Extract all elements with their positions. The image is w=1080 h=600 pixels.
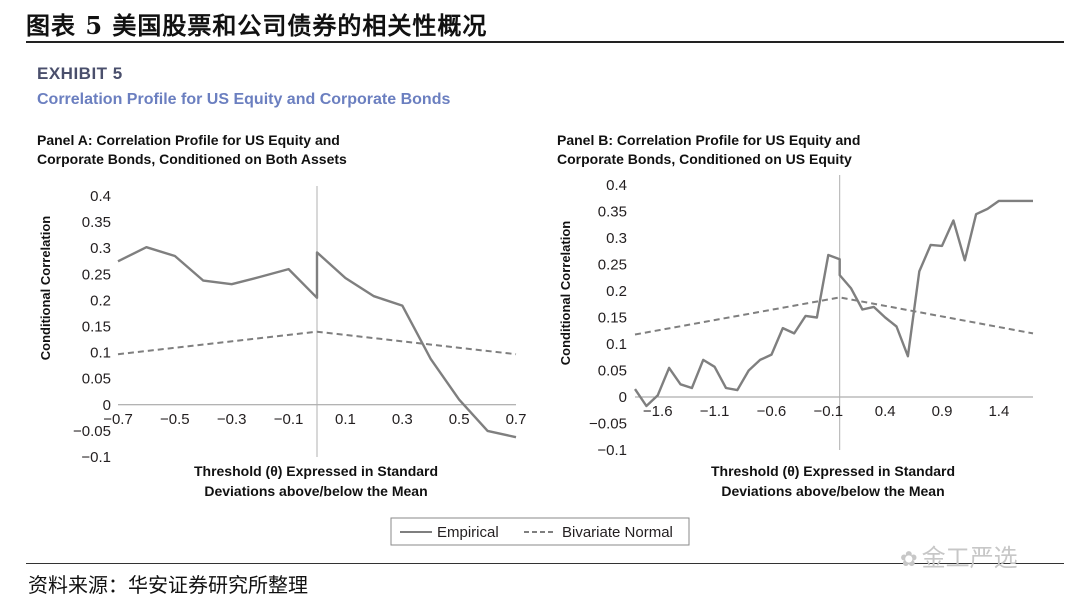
panel-b-series-empirical: [634, 199, 1033, 408]
panel-a-ytick-label: −0.1: [81, 449, 111, 466]
legend: Empirical Bivariate Normal: [390, 517, 690, 546]
panel-b-ytick-label: 0.25: [598, 257, 627, 274]
panel-a-ytick-label: 0.2: [90, 292, 111, 309]
panel-a-ytick-label: 0.15: [82, 319, 111, 336]
panel-b-xtick-label: 0.9: [932, 403, 953, 420]
panel-a-ytick-label: 0.4: [90, 188, 111, 205]
panel-a-chart: −0.1 −0.05 0 0.05 0.1 0.15 0.2 0.25 0.3 0.35 0.4 −0…: [38, 186, 526, 499]
panel-a-ylabel: Conditional Correlation: [38, 216, 53, 361]
bottom-divider: [26, 563, 1064, 564]
panel-b-xtick-label: −0.1: [814, 403, 844, 420]
panel-b-xlabel-line1: Threshold (θ) Expressed in Standard: [711, 463, 955, 479]
panel-a-ytick-label: 0.1: [90, 345, 111, 362]
watermark: ✿ 金工严选: [900, 538, 1018, 573]
panel-b-series-bivariate-normal: [634, 296, 1034, 336]
panel-a-ytick-label: 0.25: [82, 266, 111, 283]
panel-b-xtick-label: −0.6: [757, 403, 787, 420]
top-divider: [26, 41, 1064, 43]
panel-a-xtick-label: 0.7: [506, 411, 527, 428]
panel-b-ytick-label: 0: [619, 389, 627, 406]
wechat-icon: ✿: [900, 547, 918, 571]
panel-b-ytick-label: 0.1: [606, 336, 627, 353]
panel-b-ytick-label: 0.2: [606, 283, 627, 300]
exhibit-label: EXHIBIT 5: [37, 64, 123, 83]
panel-b-ytick-label: 0.05: [598, 363, 627, 380]
panel-b-xlabel-line2: Deviations above/below the Mean: [721, 483, 944, 499]
panel-a-xtick-label: 0.3: [392, 411, 413, 428]
panel-a-ytick-label: 0: [103, 397, 111, 414]
panel-a-xlabel-line2: Deviations above/below the Mean: [204, 483, 427, 499]
panel-b-ytick-label: −0.1: [597, 442, 627, 459]
panel-b-ytick-label: −0.05: [589, 416, 627, 433]
panel-a-series-bivariate-normal: [117, 330, 517, 356]
panel-b-ytick-label: 0.4: [606, 177, 627, 194]
panel-a-ytick-label: 0.35: [82, 214, 111, 231]
panel-a-title-line2: Corporate Bonds, Conditioned on Both Ass…: [37, 151, 347, 167]
panel-a-xtick-label: 0.1: [335, 411, 356, 428]
panel-b-title-line2: Corporate Bonds, Conditioned on US Equit…: [557, 151, 852, 167]
panel-a-title: Panel A: Correlation Profile for US Equi…: [37, 131, 347, 169]
legend-empirical-label: Empirical: [437, 524, 499, 541]
panel-b-ytick-label: 0.15: [598, 310, 627, 327]
panel-b-xtick-label: 1.4: [988, 403, 1009, 420]
panel-b-xtick-label: 0.4: [875, 403, 896, 420]
panel-b-xtick-label: −1.1: [700, 403, 730, 420]
panel-b-ytick-label: 0.3: [606, 230, 627, 247]
panel-b-title: Panel B: Correlation Profile for US Equi…: [557, 131, 860, 169]
panel-a-xtick-label: −0.7: [103, 411, 133, 428]
panel-b-chart: −0.1 −0.05 0 0.05 0.1 0.15 0.2 0.25 0.3 0.35 0.4 −1…: [558, 175, 1034, 499]
panel-a-ytick-label: −0.05: [73, 423, 111, 440]
legend-bivariate-label: Bivariate Normal: [562, 524, 673, 541]
panel-a-xtick-label: −0.5: [160, 411, 190, 428]
panel-b-xtick-label: −1.6: [643, 403, 673, 420]
figure-title: 图表 5 美国股票和公司债券的相关性概况: [26, 11, 488, 40]
panel-a-xtick-label: −0.1: [274, 411, 304, 428]
panel-a-ytick-label: 0.05: [82, 371, 111, 388]
panel-a-title-line1: Panel A: Correlation Profile for US Equi…: [37, 132, 340, 148]
panel-a-series-empirical: [117, 245, 517, 439]
panel-b-title-line1: Panel B: Correlation Profile for US Equi…: [557, 132, 861, 148]
panel-b-ytick-label: 0.35: [598, 204, 627, 221]
panel-a-xtick-label: −0.3: [217, 411, 247, 428]
panel-a-xtick-label: 0.5: [449, 411, 470, 428]
panel-a-ytick-label: 0.3: [90, 240, 111, 257]
legend-box: [390, 517, 690, 546]
source-note: 资料来源：华安证券研究所整理: [28, 573, 308, 597]
panel-a-xlabel-line1: Threshold (θ) Expressed in Standard: [194, 463, 438, 479]
exhibit-subtitle: Correlation Profile for US Equity and Co…: [37, 91, 451, 108]
watermark-text: 金工严选: [921, 544, 1018, 572]
panel-b-ylabel: Conditional Correlation: [558, 221, 573, 366]
